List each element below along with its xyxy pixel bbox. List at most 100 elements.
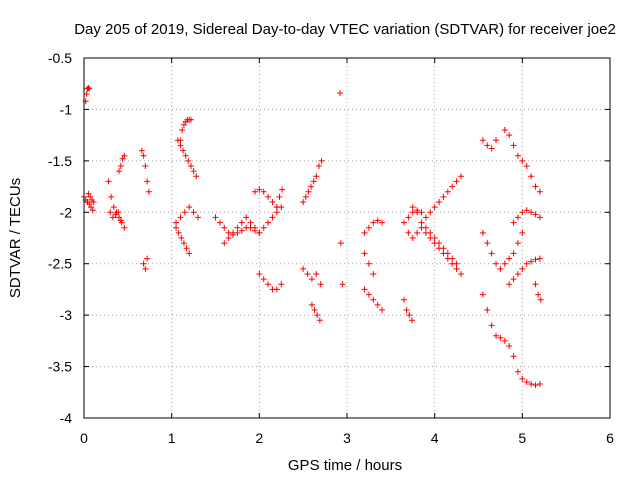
x-tick-label: 2 bbox=[255, 430, 263, 446]
data-point bbox=[273, 209, 280, 216]
data-points bbox=[81, 84, 544, 389]
data-point bbox=[532, 211, 539, 218]
data-point bbox=[83, 91, 90, 97]
series-arc-35 bbox=[506, 255, 543, 288]
data-point bbox=[187, 163, 194, 169]
data-point bbox=[212, 214, 219, 221]
data-point bbox=[304, 271, 311, 277]
data-point bbox=[318, 157, 325, 164]
data-point bbox=[379, 219, 386, 226]
data-point bbox=[528, 258, 535, 265]
data-point bbox=[238, 219, 245, 226]
data-point bbox=[194, 214, 201, 221]
data-point bbox=[305, 188, 312, 195]
data-point bbox=[497, 265, 504, 272]
data-point bbox=[449, 183, 456, 190]
data-point bbox=[251, 188, 258, 195]
series-arc-04 bbox=[105, 178, 128, 231]
series-arc-34 bbox=[510, 207, 543, 226]
data-point bbox=[314, 312, 321, 319]
data-point bbox=[400, 296, 407, 303]
data-point bbox=[117, 217, 124, 224]
x-tick-label: 0 bbox=[80, 430, 88, 446]
data-point bbox=[87, 193, 94, 200]
data-point bbox=[121, 224, 128, 231]
data-point bbox=[316, 317, 323, 324]
data-point bbox=[510, 276, 517, 283]
data-point bbox=[400, 219, 407, 226]
data-point bbox=[302, 193, 309, 200]
data-point bbox=[311, 307, 318, 313]
data-point bbox=[365, 291, 372, 298]
series-arc-19 bbox=[300, 265, 324, 288]
data-point bbox=[234, 224, 241, 231]
series-arc-29 bbox=[400, 296, 415, 324]
data-point bbox=[138, 147, 145, 154]
data-point bbox=[177, 137, 184, 144]
data-point bbox=[183, 245, 190, 252]
data-point bbox=[449, 255, 456, 262]
y-tick-label: -1 bbox=[60, 101, 73, 117]
data-point bbox=[361, 286, 368, 293]
data-point bbox=[457, 173, 464, 180]
data-point bbox=[436, 199, 443, 205]
data-point bbox=[300, 265, 307, 272]
data-point bbox=[501, 337, 508, 344]
data-point bbox=[190, 168, 197, 175]
data-point bbox=[313, 271, 320, 277]
series-arc-09 bbox=[174, 137, 200, 180]
data-point bbox=[89, 207, 96, 214]
data-point bbox=[453, 178, 460, 185]
data-point bbox=[535, 291, 542, 298]
data-point bbox=[379, 307, 386, 313]
data-point bbox=[339, 281, 346, 288]
plot-frame bbox=[83, 57, 611, 419]
data-point bbox=[510, 353, 517, 360]
data-point bbox=[497, 334, 504, 341]
data-point bbox=[370, 271, 377, 277]
data-point bbox=[265, 193, 272, 200]
data-point bbox=[440, 245, 447, 252]
data-point bbox=[537, 296, 544, 303]
data-point bbox=[514, 152, 521, 159]
data-point bbox=[142, 163, 149, 169]
data-point bbox=[484, 307, 491, 313]
data-point bbox=[361, 229, 368, 236]
data-point bbox=[142, 265, 149, 272]
data-point bbox=[313, 173, 320, 180]
data-point bbox=[276, 193, 283, 200]
data-point bbox=[431, 235, 438, 241]
data-point bbox=[247, 219, 254, 226]
x-tick-label: 4 bbox=[431, 430, 439, 446]
data-point bbox=[479, 291, 486, 298]
data-point bbox=[260, 276, 267, 283]
data-point bbox=[256, 229, 263, 236]
data-point bbox=[519, 229, 526, 236]
series-arc-22 bbox=[337, 240, 346, 288]
data-point bbox=[514, 368, 521, 375]
data-point bbox=[506, 281, 513, 288]
data-point bbox=[308, 276, 315, 283]
data-point bbox=[243, 214, 250, 221]
data-point bbox=[370, 296, 377, 303]
y-axis-label: SDTVAR / TECUs bbox=[7, 178, 24, 298]
y-tick-label: -4 bbox=[60, 410, 73, 426]
data-point bbox=[193, 173, 200, 180]
y-tick-label: -3.5 bbox=[48, 359, 72, 375]
x-tick-label: 6 bbox=[606, 430, 614, 446]
data-point bbox=[315, 163, 322, 169]
data-point bbox=[110, 204, 117, 211]
x-tick-label: 5 bbox=[518, 430, 526, 446]
data-point bbox=[523, 260, 530, 267]
data-point bbox=[523, 163, 530, 169]
data-point bbox=[256, 186, 263, 193]
data-point bbox=[216, 219, 223, 226]
data-point bbox=[370, 219, 377, 226]
data-point bbox=[484, 240, 491, 247]
data-point bbox=[269, 199, 276, 205]
data-point bbox=[140, 152, 147, 159]
series-arc-05 bbox=[107, 209, 124, 224]
data-point bbox=[269, 214, 276, 221]
data-point bbox=[365, 260, 372, 267]
data-point bbox=[260, 224, 267, 231]
